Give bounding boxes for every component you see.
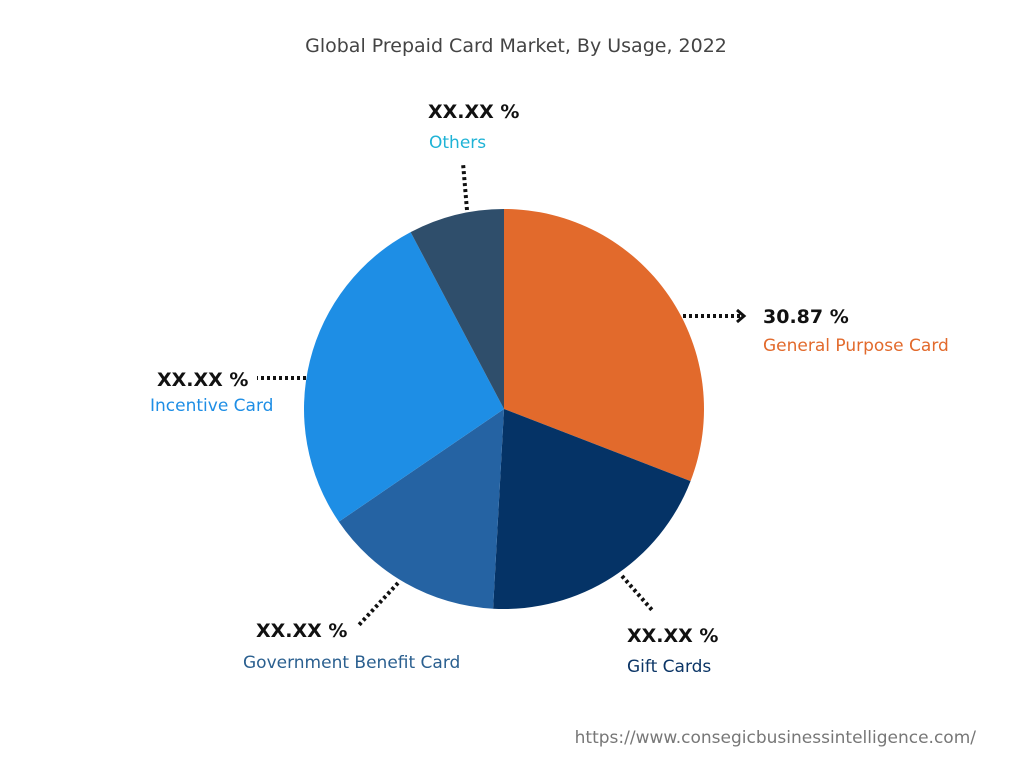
chart-title: Global Prepaid Card Market, By Usage, 20… — [305, 35, 727, 57]
pie-slice-others — [410, 209, 504, 409]
value-label-gift-cards: XX.XX % — [627, 625, 718, 647]
category-label-gift-cards: Gift Cards — [627, 657, 711, 677]
pie-slice-general-purpose-card — [504, 209, 705, 482]
leader-line-others — [461, 162, 469, 211]
pie-slice-incentive-card — [304, 232, 504, 522]
category-label-others: Others — [429, 133, 486, 153]
leader-line-gift-cards — [620, 574, 654, 612]
pie-slice-gift-cards — [493, 409, 691, 609]
value-label-incentive: XX.XX % — [157, 369, 248, 391]
category-label-incentive: Incentive Card — [150, 396, 273, 416]
leader-line-government — [356, 581, 400, 628]
value-label-general-purpose: 30.87 % — [763, 306, 849, 328]
category-label-general-purpose: General Purpose Card — [763, 336, 949, 356]
source-url: https://www.consegicbusinessintelligence… — [575, 728, 977, 748]
value-label-government: XX.XX % — [256, 620, 347, 642]
value-label-others: XX.XX % — [428, 101, 519, 123]
pie-slice-government-benefit-card — [338, 409, 504, 609]
arrow-icon — [736, 308, 747, 324]
category-label-government: Government Benefit Card — [243, 653, 460, 673]
